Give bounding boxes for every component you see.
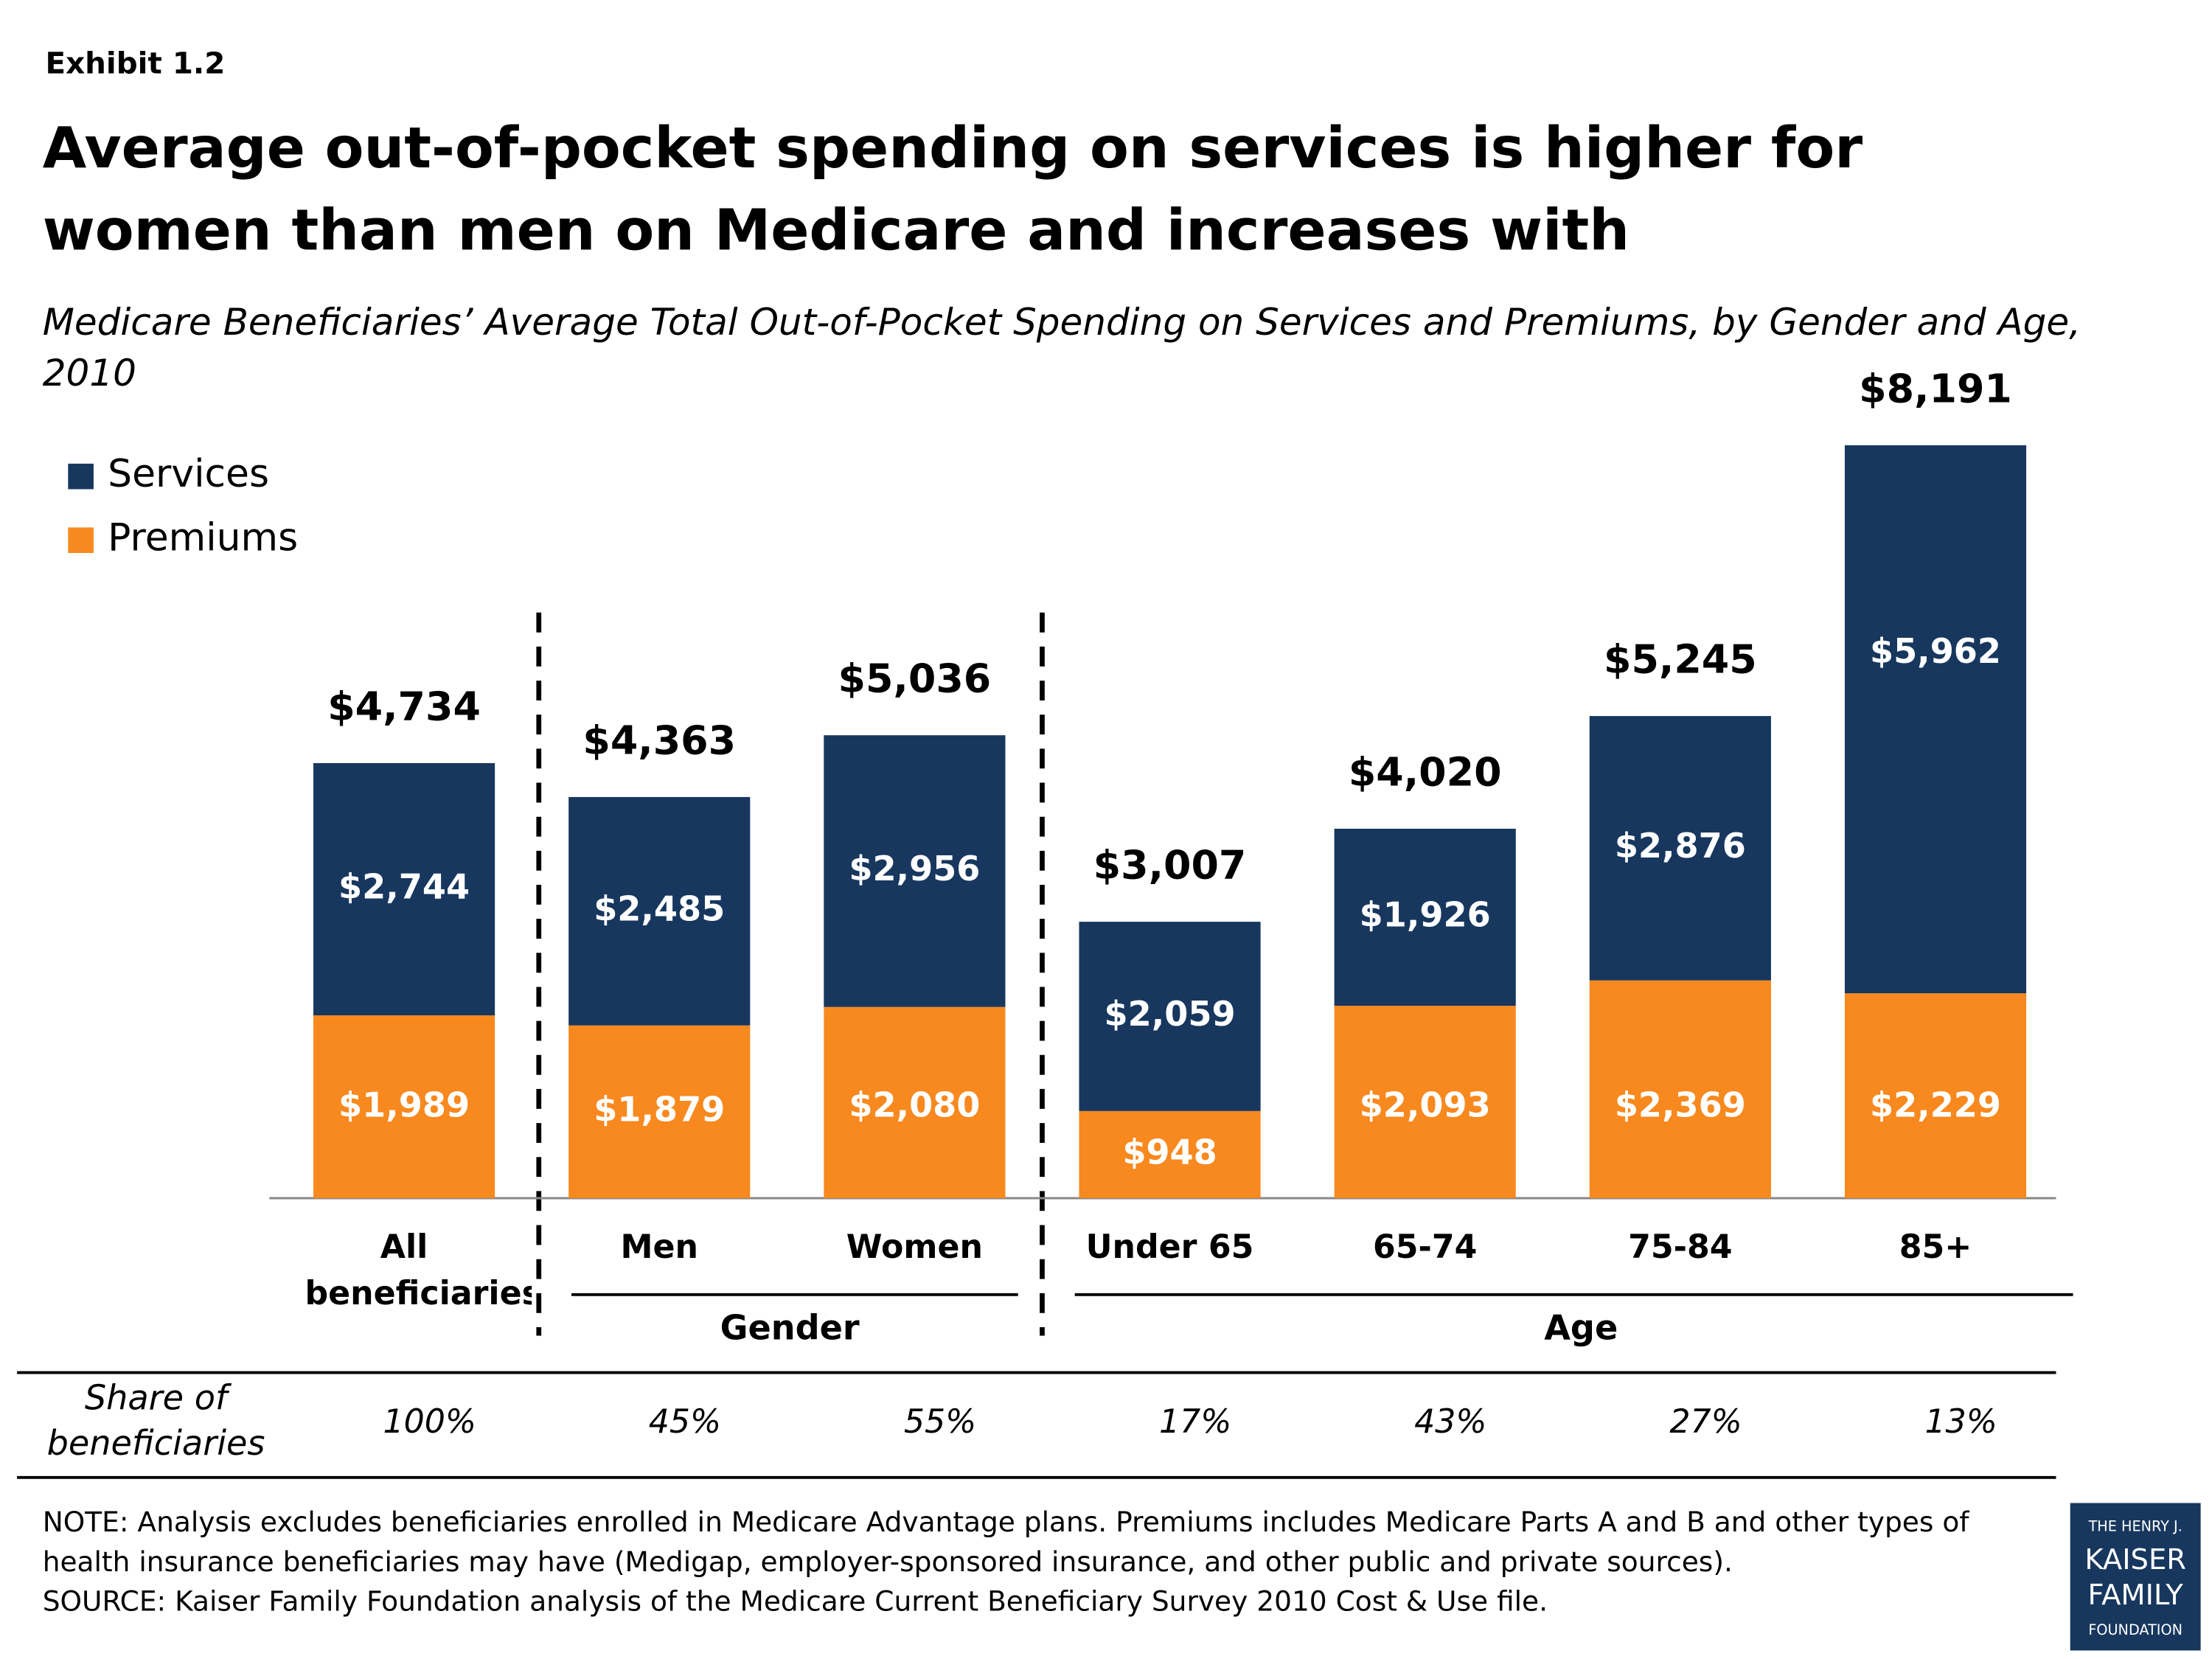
source: SOURCE: Kaiser Family Foundation analysi… bbox=[42, 1585, 1548, 1618]
bar-segment bbox=[313, 1015, 495, 1198]
logo-text: THE HENRY J. bbox=[2088, 1518, 2183, 1535]
value-label: $2,093 bbox=[1360, 1085, 1491, 1124]
x-tick-label: Under 65 bbox=[1085, 1229, 1254, 1267]
share-cell: 100% bbox=[383, 1403, 476, 1441]
bar-segment bbox=[824, 735, 1006, 1007]
share-cell: 45% bbox=[649, 1403, 721, 1441]
logo-text: FAMILY bbox=[2088, 1579, 2184, 1612]
value-label: $2,229 bbox=[1870, 1085, 2001, 1124]
share-cell: 17% bbox=[1159, 1403, 1231, 1441]
bar-segment bbox=[1334, 1006, 1516, 1198]
x-tick-label: Women bbox=[846, 1229, 983, 1267]
bar-segment bbox=[313, 762, 495, 1016]
value-label: $2,956 bbox=[849, 849, 980, 888]
total-label: $3,007 bbox=[1093, 842, 1247, 888]
category-label-box: 75-84 bbox=[1628, 1229, 1733, 1267]
bar-segment bbox=[1079, 922, 1261, 1111]
value-label: $5,962 bbox=[1870, 631, 2001, 671]
note: NOTE: Analysis excludes beneficiaries en… bbox=[42, 1506, 1969, 1579]
group-label: Age bbox=[1544, 1307, 1618, 1347]
bar-segment bbox=[1589, 716, 1771, 981]
category-label-box: Men bbox=[620, 1229, 698, 1267]
legend-swatch bbox=[68, 463, 94, 490]
bar-segment bbox=[568, 1025, 751, 1198]
x-tick-label: All beneficiaries bbox=[305, 1229, 532, 1313]
table-row-title: Share of beneficiaries bbox=[46, 1378, 265, 1464]
total-label: $4,020 bbox=[1349, 748, 1502, 795]
title-box: Average out-of-pocket spending on servic… bbox=[42, 116, 1863, 285]
bar-segment bbox=[1844, 445, 2027, 994]
value-label: $2,080 bbox=[849, 1085, 980, 1124]
value-label: $2,369 bbox=[1615, 1085, 1746, 1124]
total-label: $5,245 bbox=[1604, 636, 1757, 683]
value-label: $948 bbox=[1122, 1132, 1217, 1172]
value-label: $2,059 bbox=[1105, 994, 1236, 1034]
logo-text: KAISER bbox=[2084, 1543, 2186, 1576]
x-tick-label: 75-84 bbox=[1628, 1229, 1733, 1267]
total-label: $4,734 bbox=[327, 683, 481, 729]
table-row-title-box: Share of beneficiaries bbox=[46, 1378, 265, 1464]
bar-segment bbox=[1844, 993, 2027, 1198]
share-cell: 55% bbox=[904, 1403, 976, 1441]
value-label: $1,989 bbox=[338, 1085, 470, 1124]
bar-segment bbox=[824, 1006, 1006, 1198]
value-label: $2,876 bbox=[1615, 826, 1746, 866]
x-tick-label: Men bbox=[620, 1229, 698, 1267]
value-label: $2,485 bbox=[594, 888, 725, 928]
category-label-box: Women bbox=[846, 1229, 983, 1267]
bar-segment bbox=[1334, 828, 1516, 1006]
legend-label: Premiums bbox=[108, 516, 298, 560]
value-label: $1,879 bbox=[594, 1089, 725, 1129]
value-label: $2,744 bbox=[338, 866, 470, 906]
legend-swatch bbox=[68, 527, 94, 553]
category-label-box: 85+ bbox=[1899, 1229, 1972, 1267]
total-label: $5,036 bbox=[838, 655, 992, 702]
exhibit-label: Exhibit 1.2 bbox=[46, 46, 226, 80]
subtitle-box: Medicare Beneficiaries’ Average Total Ou… bbox=[42, 302, 2081, 396]
share-cell: 43% bbox=[1414, 1403, 1486, 1441]
subtitle: Medicare Beneficiaries’ Average Total Ou… bbox=[42, 302, 2081, 396]
total-label: $8,191 bbox=[1859, 365, 2012, 411]
category-label-box: All beneficiaries bbox=[305, 1229, 532, 1313]
group-label: Gender bbox=[720, 1307, 860, 1347]
category-label-box: 65-74 bbox=[1372, 1229, 1478, 1267]
logo bbox=[2070, 1503, 2201, 1651]
footer-box: NOTE: Analysis excludes beneficiaries en… bbox=[42, 1506, 1969, 1618]
x-tick-label: 65-74 bbox=[1372, 1229, 1478, 1267]
category-label-box: Under 65 bbox=[1085, 1229, 1254, 1267]
bar-segment bbox=[568, 796, 751, 1026]
total-label: $4,363 bbox=[582, 717, 736, 764]
x-tick-label: 85+ bbox=[1899, 1229, 1972, 1267]
logo-text: FOUNDATION bbox=[2088, 1621, 2183, 1638]
share-cell: 27% bbox=[1669, 1403, 1742, 1441]
title: Average out-of-pocket spending on servic… bbox=[42, 116, 1863, 285]
bar-segment bbox=[1079, 1110, 1261, 1198]
share-cell: 13% bbox=[1924, 1403, 1997, 1441]
legend-label: Services bbox=[108, 452, 269, 496]
bar-segment bbox=[1589, 980, 1771, 1198]
value-label: $1,926 bbox=[1360, 895, 1491, 935]
